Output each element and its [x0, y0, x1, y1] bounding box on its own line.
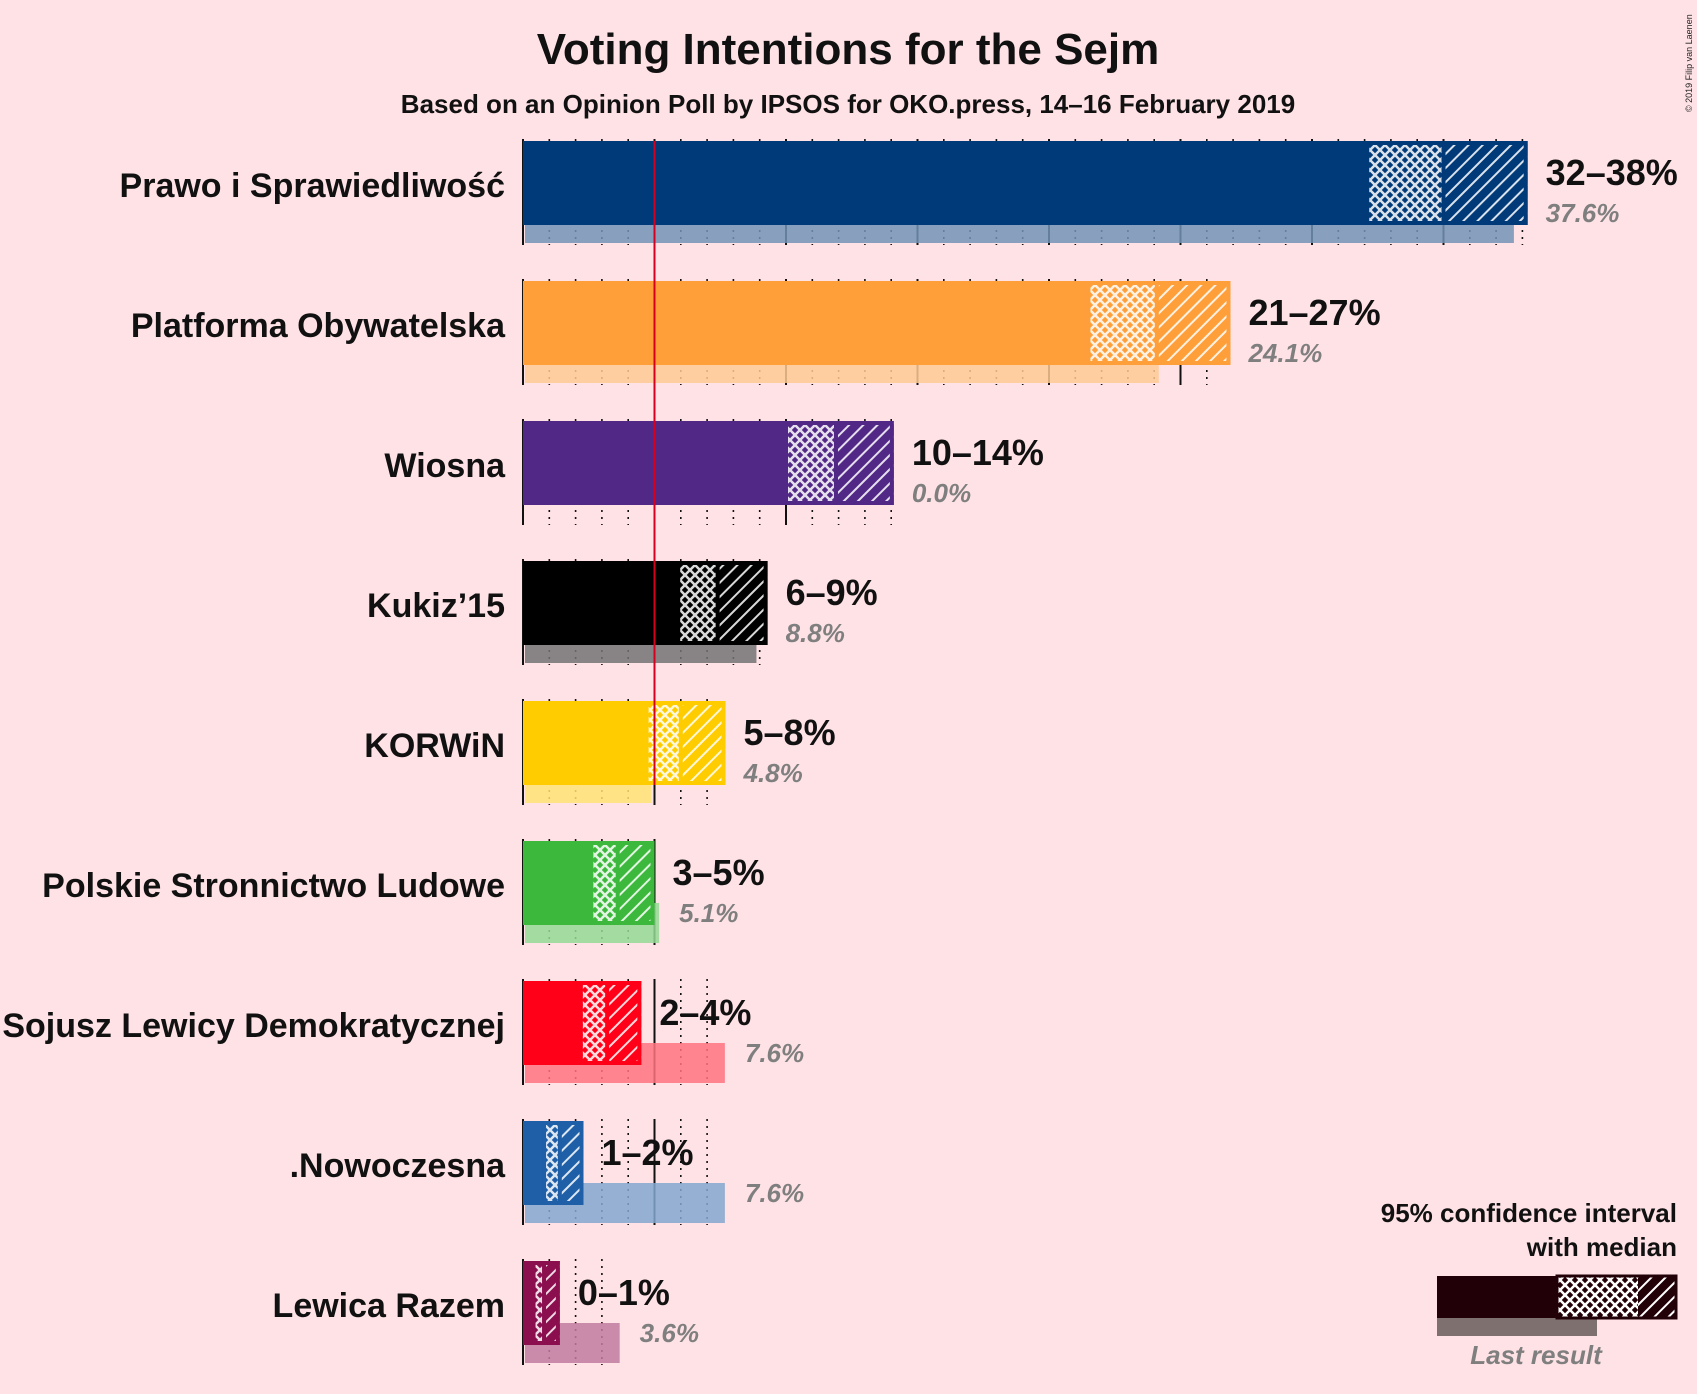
ci-bar-outline	[589, 841, 655, 925]
ci-bar-outline	[784, 421, 894, 505]
range-label: 0–1%	[578, 1272, 670, 1313]
ci-bar-solid	[523, 1121, 545, 1205]
range-label: 6–9%	[786, 572, 878, 613]
party-label: .Nowoczesna	[290, 1147, 506, 1185]
last-result-label: 3.6%	[640, 1318, 699, 1348]
ci-bar-lower-half-pattern	[580, 981, 608, 1065]
ci-bar-solid	[523, 561, 679, 645]
ci-bar-lower-half-pattern	[544, 1121, 560, 1205]
party-label: Lewica Razem	[273, 1287, 505, 1325]
last-result-label: 7.6%	[745, 1178, 804, 1208]
ci-bar-solid	[523, 281, 1089, 365]
ci-bar-upper-half-pattern	[835, 421, 894, 505]
ci-bar-outline	[1365, 141, 1528, 225]
legend-ci-bar-solid	[1437, 1276, 1557, 1318]
ci-bar-upper-half-pattern	[1443, 141, 1528, 225]
ci-bar-lower-half-pattern	[678, 561, 718, 645]
chart-title: Voting Intentions for the Sejm	[537, 25, 1160, 74]
ci-bar-solid	[523, 701, 647, 785]
range-label: 10–14%	[912, 432, 1044, 473]
legend-last-result-label: Last result	[1470, 1340, 1603, 1370]
ci-bar-upper-half-pattern	[1156, 281, 1231, 365]
ci-bar-outline	[578, 981, 642, 1065]
ci-bar-lower-half-pattern	[646, 701, 681, 785]
legend-ci-bar-outline	[1555, 1274, 1678, 1320]
chart-subtitle: Based on an Opinion Poll by IPSOS for OK…	[401, 89, 1295, 119]
ci-bar-solid	[523, 141, 1368, 225]
ci-bar-upper-half-pattern	[680, 701, 726, 785]
party-label: Polskie Stronnictwo Ludowe	[42, 867, 505, 905]
ci-bar-solid	[523, 981, 581, 1065]
ci-bar-solid	[523, 1261, 534, 1345]
last-result-label: 24.1%	[1247, 338, 1322, 368]
range-label: 3–5%	[673, 852, 765, 893]
ci-bar-lower-half-pattern	[1088, 281, 1157, 365]
party-label: Kukiz’15	[367, 587, 505, 625]
ci-bar-outline	[644, 701, 726, 785]
ci-bar-solid	[523, 841, 592, 925]
ci-bar-lower-half-pattern	[1367, 141, 1444, 225]
ci-bar-outline	[676, 561, 768, 645]
legend-ci-bar-crosshatch-pattern	[1557, 1276, 1638, 1318]
ci-bar-upper-half-pattern	[607, 981, 642, 1065]
ci-bar-upper-half-pattern	[617, 841, 655, 925]
last-result-label: 8.8%	[786, 618, 845, 648]
legend-ci-label-line2: with median	[1526, 1232, 1677, 1262]
last-result-label: 7.6%	[745, 1038, 804, 1068]
ci-bar-lower-half-pattern	[591, 841, 618, 925]
party-label: KORWiN	[364, 727, 505, 765]
legend-ci-label-line1: 95% confidence interval	[1381, 1198, 1677, 1228]
party-label: Prawo i Sprawiedliwość	[120, 167, 505, 205]
ci-bar-lower-half-pattern	[786, 421, 836, 505]
ci-bar-lower-half-pattern	[533, 1261, 545, 1345]
range-label: 21–27%	[1248, 292, 1380, 333]
party-label: Platforma Obywatelska	[131, 307, 506, 345]
bars-group	[523, 141, 1528, 1363]
range-label: 5–8%	[744, 712, 836, 753]
legend-ci-bar-hatch-pattern	[1638, 1276, 1676, 1318]
range-label: 2–4%	[659, 992, 751, 1033]
last-result-label: 4.8%	[743, 758, 803, 788]
legend: 95% confidence interval with median Last…	[1381, 1198, 1678, 1370]
ci-bar-upper-half-pattern	[717, 561, 768, 645]
range-label: 32–38%	[1546, 152, 1678, 193]
party-label: Sojusz Lewicy Demokratycznej	[2, 1007, 505, 1045]
range-label: 1–2%	[601, 1132, 693, 1173]
copyright-note: © 2019 Filip van Laenen	[1684, 14, 1694, 112]
ci-bar-outline	[542, 1121, 584, 1205]
last-result-label: 0.0%	[912, 478, 971, 508]
party-label: Wiosna	[384, 447, 506, 485]
labels-group: Prawo i Sprawiedliwość 32–38% 37.6% Platfor…	[2, 152, 1677, 1348]
last-result-label: 37.6%	[1546, 198, 1620, 228]
ci-bar-upper-half-pattern	[559, 1121, 584, 1205]
last-result-label: 5.1%	[679, 898, 738, 928]
